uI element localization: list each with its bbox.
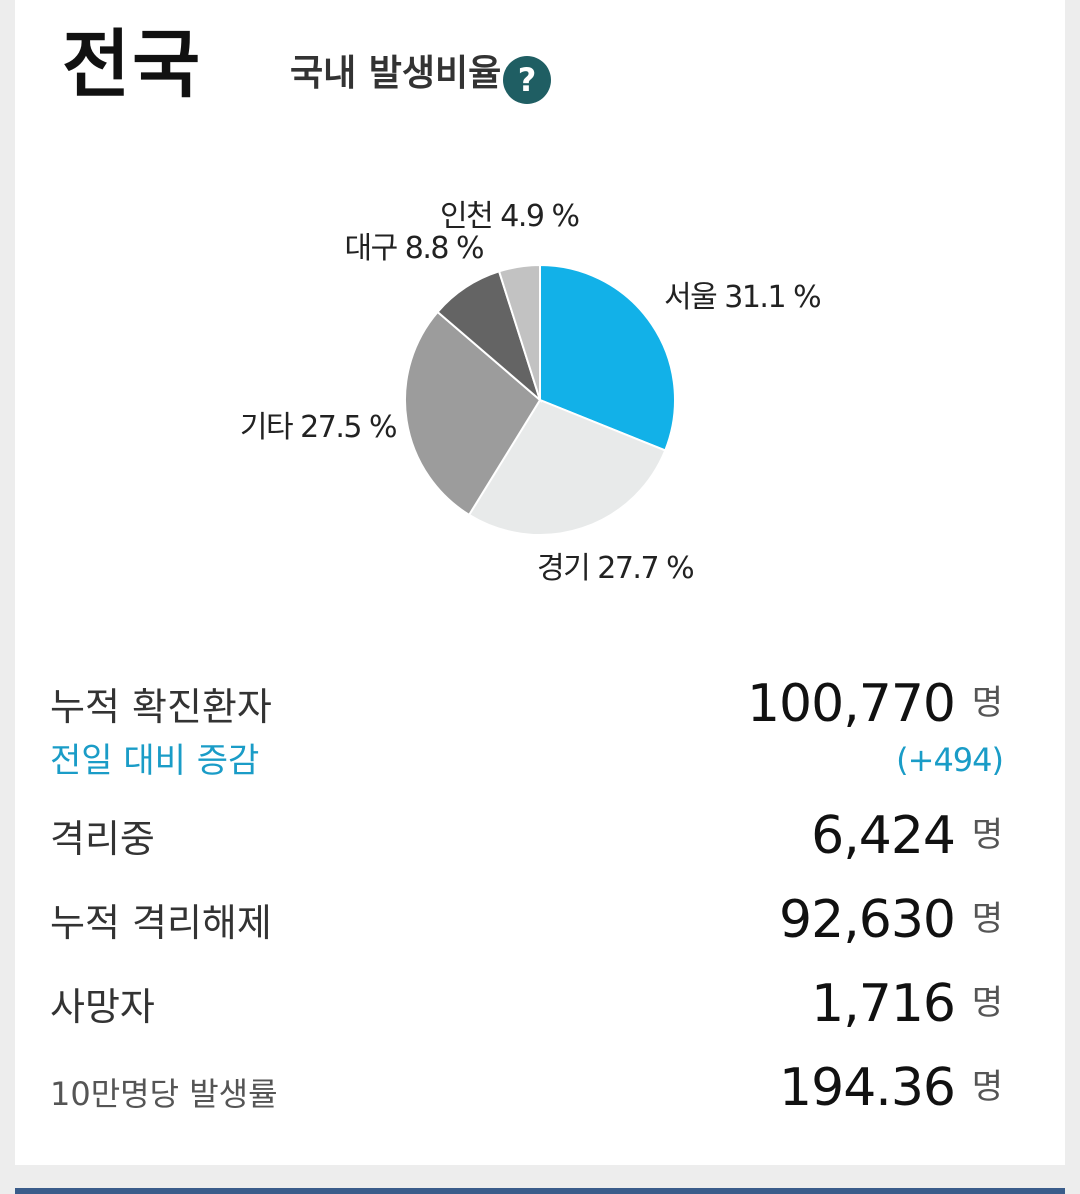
pie-slice-0 — [539, 263, 676, 452]
rate-unit: 명 — [971, 1067, 1003, 1107]
deaths-label: 사망자 — [50, 985, 155, 1029]
stat-row-rate: 10만명당 발생률 194.36 명 — [50, 1044, 1003, 1114]
pie-chart: 서울 31.1 % 경기 27.7 % 기타 27.5 % 대구 8.8 %인천 4.… — [240, 199, 822, 586]
pie-label-2: 기타 27.5 % — [240, 410, 396, 445]
released-value: 92,630 — [779, 890, 956, 950]
deaths-value: 1,716 — [811, 974, 956, 1034]
pie-slice-2 — [404, 310, 542, 517]
confirmed-label: 누적 확진환자 — [50, 685, 272, 729]
released-unit: 명 — [971, 899, 1003, 939]
pie-label-0: 서울 31.1 % — [664, 280, 820, 315]
domestic-ratio-title: 국내 발생비율 — [290, 53, 502, 94]
rate-value: 194.36 — [779, 1058, 956, 1118]
daily-change-value: (+494) — [896, 741, 1004, 779]
rate-label: 10만명당 발생률 — [50, 1075, 278, 1113]
confirmed-unit: 명 — [971, 683, 1003, 723]
pie-label-1: 경기 27.7 % — [537, 551, 693, 586]
stat-row-confirmed: 누적 확진환자 100,770 명 — [50, 660, 1003, 730]
stat-row-daily-change: 전일 대비 증감 (+494) — [50, 730, 1004, 782]
isolated-label: 격리중 — [50, 817, 155, 861]
region-title: 전국 — [62, 22, 203, 108]
isolated-value: 6,424 — [811, 806, 956, 866]
pie-label-4: 인천 4.9 % — [440, 199, 579, 234]
next-section-edge — [15, 1188, 1065, 1194]
pie-slice-4 — [497, 263, 541, 401]
isolated-unit: 명 — [971, 815, 1003, 855]
help-icon[interactable]: ? — [503, 56, 551, 104]
released-label: 누적 격리해제 — [50, 901, 272, 945]
pie-label-3: 대구 8.8 % — [345, 231, 484, 266]
daily-change-label: 전일 대비 증감 — [50, 741, 260, 781]
confirmed-value: 100,770 — [746, 674, 956, 734]
pie-slice-1 — [467, 398, 667, 536]
deaths-unit: 명 — [971, 983, 1003, 1023]
stat-row-deaths: 사망자 1,716 명 — [50, 960, 1003, 1030]
stat-row-isolated: 격리중 6,424 명 — [50, 792, 1003, 862]
stat-row-released: 누적 격리해제 92,630 명 — [50, 876, 1003, 946]
stats-card — [15, 0, 1065, 1165]
